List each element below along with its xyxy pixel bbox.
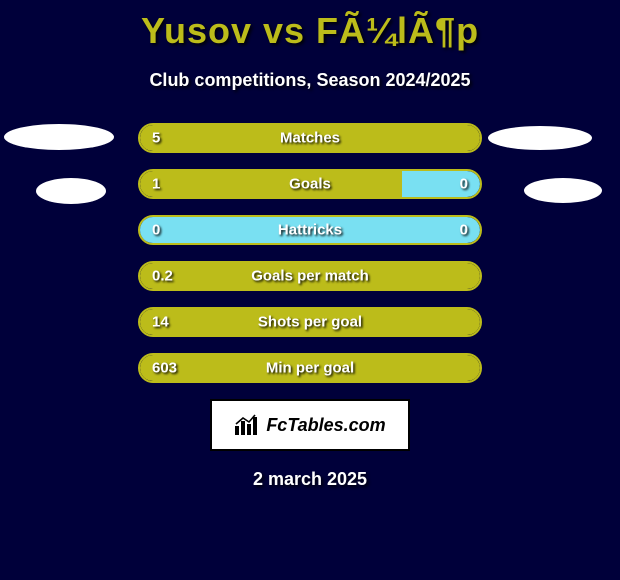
stat-fill-left — [140, 171, 402, 197]
stat-value-right: 0 — [460, 176, 468, 193]
logo-icon — [234, 414, 260, 436]
stat-row: 0 0 Hattricks — [138, 215, 482, 245]
stat-value-left: 0.2 — [152, 268, 173, 285]
stats-bars: 5 Matches 1 0 Goals 0 0 Hattricks 0.2 Goals per m… — [138, 123, 482, 383]
page-title: Yusov vs FÃ¼lÃ¶p — [0, 0, 620, 52]
stat-row: 603 Min per goal — [138, 353, 482, 383]
logo-text: FcTables.com — [266, 415, 385, 436]
stat-value-left: 14 — [152, 314, 169, 331]
fctables-logo[interactable]: FcTables.com — [210, 399, 410, 451]
stat-value-right: 0 — [460, 222, 468, 239]
stat-fill-right — [402, 171, 480, 197]
stat-value-left: 5 — [152, 130, 160, 147]
stat-label: Goals per match — [251, 268, 369, 285]
stat-label: Shots per goal — [258, 314, 362, 331]
stat-label: Goals — [289, 176, 331, 193]
avatar-oval — [524, 178, 602, 203]
stat-row: 0.2 Goals per match — [138, 261, 482, 291]
avatar-oval — [36, 178, 106, 204]
stat-value-left: 603 — [152, 360, 177, 377]
date-text: 2 march 2025 — [0, 469, 620, 490]
stat-value-left: 0 — [152, 222, 160, 239]
subtitle: Club competitions, Season 2024/2025 — [0, 70, 620, 91]
stat-row: 14 Shots per goal — [138, 307, 482, 337]
stat-value-left: 1 — [152, 176, 160, 193]
avatar-oval — [4, 124, 114, 150]
stat-row: 5 Matches — [138, 123, 482, 153]
stat-label: Hattricks — [278, 222, 342, 239]
stat-label: Matches — [280, 130, 340, 147]
stat-label: Min per goal — [266, 360, 354, 377]
avatar-oval — [488, 126, 592, 150]
stat-row: 1 0 Goals — [138, 169, 482, 199]
